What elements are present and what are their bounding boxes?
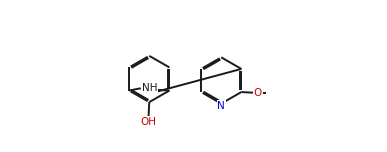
Text: OH: OH bbox=[140, 117, 156, 126]
Text: O: O bbox=[149, 85, 157, 95]
Text: O: O bbox=[254, 88, 262, 98]
Text: N: N bbox=[217, 101, 225, 111]
Text: NH: NH bbox=[142, 83, 158, 93]
